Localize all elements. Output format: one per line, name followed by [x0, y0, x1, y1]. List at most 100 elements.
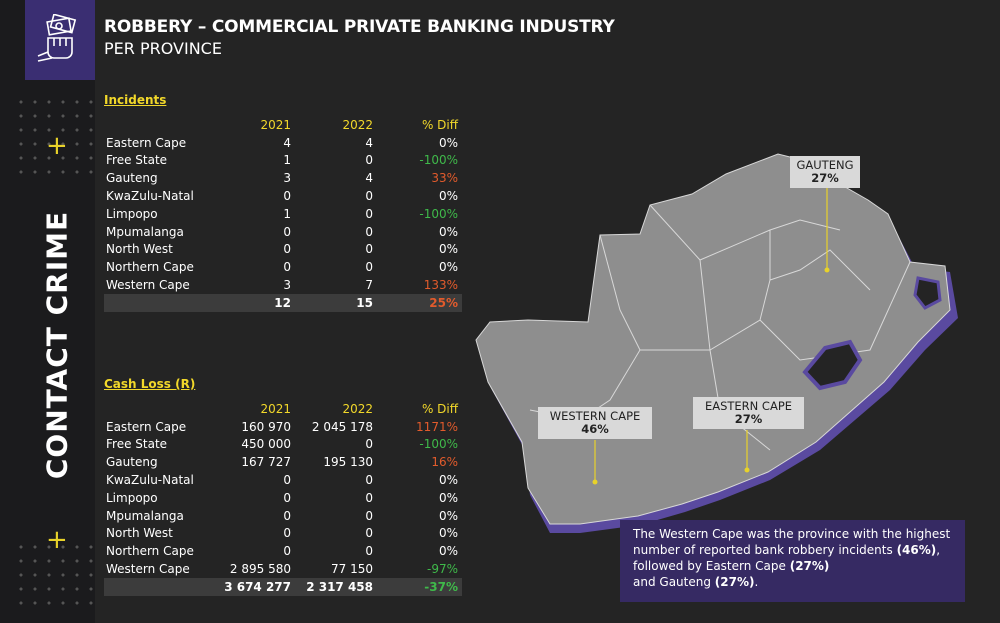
value-2021-cell: 0 — [283, 508, 291, 523]
total-label-cell — [104, 293, 216, 312]
summary-highlight: (27%) — [714, 575, 755, 589]
lesotho-shape — [802, 339, 863, 391]
total-row: 3 674 277 2 317 458 -37% — [104, 577, 462, 596]
diff-cell: 16% — [431, 455, 458, 470]
table-header-row: 2021 2022 % Diff — [104, 116, 462, 134]
table-row: Gauteng 167 727 195 130 16% — [104, 453, 462, 471]
column-header-2021: 2021 — [260, 117, 291, 132]
incidents-section-title: Incidents — [104, 93, 167, 107]
table-row: Eastern Cape 4 4 0% — [104, 134, 462, 152]
page-subtitle: PER PROVINCE — [104, 39, 222, 58]
province-cell: Western Cape — [106, 562, 190, 577]
value-2022-cell: 0 — [365, 153, 373, 168]
plus-decoration-icon: + — [46, 525, 68, 555]
province-cell: Limpopo — [106, 490, 158, 505]
money-fist-icon — [37, 14, 77, 62]
table-row: Gauteng 3 4 33% — [104, 169, 462, 187]
diff-cell: 0% — [438, 260, 458, 275]
value-2021-cell: 1 — [283, 153, 291, 168]
value-2021-cell: 450 000 — [241, 437, 291, 452]
table-row: Limpopo 1 0 -100% — [104, 205, 462, 223]
province-cell: Limpopo — [106, 206, 158, 221]
table-row: Northern Cape 0 0 0% — [104, 542, 462, 560]
eastern-cape-callout: EASTERN CAPE 27% — [693, 397, 804, 429]
value-2022-cell: 7 — [365, 278, 373, 293]
diff-cell: 0% — [438, 135, 458, 150]
value-2022-cell: 0 — [365, 490, 373, 505]
summary-box: The Western Cape was the province with t… — [620, 520, 965, 602]
table-row: Mpumalanga 0 0 0% — [104, 223, 462, 241]
south-africa-map — [475, 153, 958, 533]
value-2022-cell: 0 — [365, 526, 373, 541]
diff-cell: 1171% — [416, 419, 458, 434]
province-cell: KwaZulu-Natal — [106, 189, 194, 204]
table-row: North West 0 0 0% — [104, 525, 462, 543]
value-2022-cell: 0 — [365, 189, 373, 204]
total-label-cell — [104, 577, 216, 596]
province-cell: Mpumalanga — [106, 508, 184, 523]
diff-cell: -97% — [426, 562, 458, 577]
total-row: 12 15 25% — [104, 293, 462, 312]
table-row: KwaZulu-Natal 0 0 0% — [104, 187, 462, 205]
table-row: KwaZulu-Natal 0 0 0% — [104, 471, 462, 489]
western-cape-marker — [592, 479, 598, 485]
value-2021-cell: 0 — [283, 490, 291, 505]
value-2021-cell: 1 — [283, 206, 291, 221]
value-2022-cell: 0 — [365, 260, 373, 275]
province-cell: Northern Cape — [106, 260, 194, 275]
map-landmass — [475, 153, 951, 525]
province-cell: Eastern Cape — [106, 419, 187, 434]
column-header-2022: 2022 — [342, 401, 373, 416]
diff-cell: 0% — [438, 473, 458, 488]
value-2022-cell: 4 — [365, 135, 373, 150]
province-cell: Gauteng — [106, 455, 158, 470]
summary-highlight: (46%) — [896, 543, 937, 557]
gauteng-marker — [824, 267, 830, 273]
table-row: Northern Cape 0 0 0% — [104, 258, 462, 276]
diff-cell: 0% — [438, 224, 458, 239]
diff-cell: 0% — [438, 544, 458, 559]
callout-value: 46% — [581, 422, 609, 436]
incidents-table: 2021 2022 % Diff Eastern Cape 4 4 0% Free St… — [104, 116, 462, 312]
callout-name: GAUTENG — [796, 158, 854, 172]
table-row: North West 0 0 0% — [104, 241, 462, 259]
province-cell: Gauteng — [106, 171, 158, 186]
value-2022-cell: 195 130 — [323, 455, 373, 470]
value-2021-cell: 0 — [283, 224, 291, 239]
value-2022-cell: 0 — [365, 437, 373, 452]
value-2021-cell: 3 — [283, 171, 291, 186]
value-2022-cell: 2 045 178 — [311, 419, 373, 434]
gauteng-callout: GAUTENG 27% — [790, 156, 860, 188]
value-2021-cell: 0 — [283, 260, 291, 275]
eswatini-shape — [913, 276, 942, 310]
diff-cell: -100% — [419, 153, 458, 168]
value-2021-cell: 0 — [283, 242, 291, 257]
value-2021-cell: 167 727 — [241, 455, 291, 470]
western-cape-callout: WESTERN CAPE 46% — [538, 407, 652, 439]
table-row: Western Cape 3 7 133% — [104, 276, 462, 294]
table-row: Eastern Cape 160 970 2 045 178 1171% — [104, 418, 462, 436]
value-2022-cell: 0 — [365, 206, 373, 221]
province-cell: North West — [106, 526, 173, 541]
diff-cell: 0% — [438, 490, 458, 505]
diff-cell: -100% — [419, 437, 458, 452]
table-row: Limpopo 0 0 0% — [104, 489, 462, 507]
summary-text: , followed by Eastern Cape — [633, 543, 941, 573]
province-cell: Free State — [106, 437, 168, 452]
province-cell: Free State — [106, 153, 168, 168]
value-2022-cell: 0 — [365, 224, 373, 239]
value-2022-cell: 4 — [365, 171, 373, 186]
summary-text: . — [754, 575, 759, 589]
page-title: ROBBERY – COMMERCIAL PRIVATE BANKING IND… — [104, 17, 615, 37]
diff-cell: 33% — [431, 171, 458, 186]
side-section-label: CONTACT CRIME — [40, 210, 74, 480]
total-diff-cell: -37% — [373, 577, 462, 596]
diff-cell: 0% — [438, 526, 458, 541]
callout-name: EASTERN CAPE — [704, 399, 793, 413]
value-2022-cell: 0 — [365, 473, 373, 488]
callout-value: 27% — [811, 171, 839, 185]
column-header — [104, 116, 216, 134]
value-2021-cell: 0 — [283, 526, 291, 541]
province-cell: Western Cape — [106, 278, 190, 293]
province-cell: Mpumalanga — [106, 224, 184, 239]
